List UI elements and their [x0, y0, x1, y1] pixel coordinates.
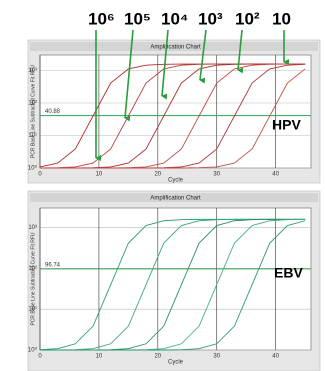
x-tick-label: 10	[96, 354, 103, 360]
x-tick-label: 40	[272, 354, 279, 360]
title-bar	[30, 193, 318, 202]
x-tick-label: 0	[38, 172, 42, 178]
x-tick-label: 40	[272, 172, 279, 178]
y-tick-label: 10²	[28, 266, 37, 272]
y-axis-label: PCR Base Line Subtracted Curve Fit RFU	[30, 232, 36, 325]
plot-area	[39, 54, 312, 169]
arrows	[95, 29, 289, 161]
x-axis-label: Cycle	[168, 360, 184, 366]
amplification-curve	[40, 68, 306, 169]
panels: Amplification Chart 10⁰ 10¹ 10² 10³ 0 10 20 30 40…	[27, 39, 321, 371]
dilution-label: 10⁴	[161, 9, 188, 28]
chart: Amplification Chart 10⁰ 10¹ 10² 10³ 0 10 20 30 40…	[27, 190, 321, 371]
y-tick-label: 10³	[28, 225, 37, 231]
dilution-label: 10	[272, 9, 291, 28]
x-tick-label: 30	[213, 354, 220, 360]
arrow	[124, 29, 134, 122]
x-tick-label: 0	[38, 354, 42, 360]
y-tick-label: 10³	[28, 68, 37, 74]
amplification-curve	[40, 220, 306, 351]
plot-area	[39, 207, 312, 351]
title-bar	[30, 42, 318, 51]
threshold-label: 96.74	[45, 262, 61, 268]
chart: Amplification Chart 10⁰ 10¹ 10² 10³ 0 10 20 30 40…	[27, 39, 321, 184]
chart-title: Amplification Chart	[150, 45, 201, 51]
x-tick-label: 10	[96, 172, 103, 178]
y-tick-label: 10²	[28, 101, 37, 107]
header: 10⁶ 10⁵ 10⁴ 10³ 10² 10	[88, 9, 291, 28]
y-axis-label: PCR Base Line Subtracted Curve Fit RFU	[30, 65, 36, 158]
y-tick-label: 10¹	[28, 133, 37, 139]
x-tick-label: 20	[154, 354, 161, 360]
y-tick-label: 10⁰	[28, 347, 38, 354]
threshold-label: 40.88	[45, 109, 61, 115]
arrow	[199, 29, 207, 84]
target-label: HPV	[272, 117, 301, 133]
y-tick-label: 10⁰	[28, 165, 38, 172]
arrow	[237, 29, 244, 74]
dilution-label: 10³	[198, 9, 223, 28]
arrow	[161, 29, 169, 100]
target-label: EBV	[274, 265, 303, 281]
dilution-label: 10⁵	[124, 9, 151, 28]
x-tick-label: 30	[213, 172, 220, 178]
x-tick-label: 20	[154, 172, 161, 178]
chart-title: Amplification Chart	[150, 196, 201, 202]
dilution-label: 10²	[235, 9, 260, 28]
x-axis-label: Cycle	[168, 178, 184, 184]
dilution-label: 10⁶	[88, 9, 115, 28]
y-tick-label: 10¹	[28, 307, 37, 313]
